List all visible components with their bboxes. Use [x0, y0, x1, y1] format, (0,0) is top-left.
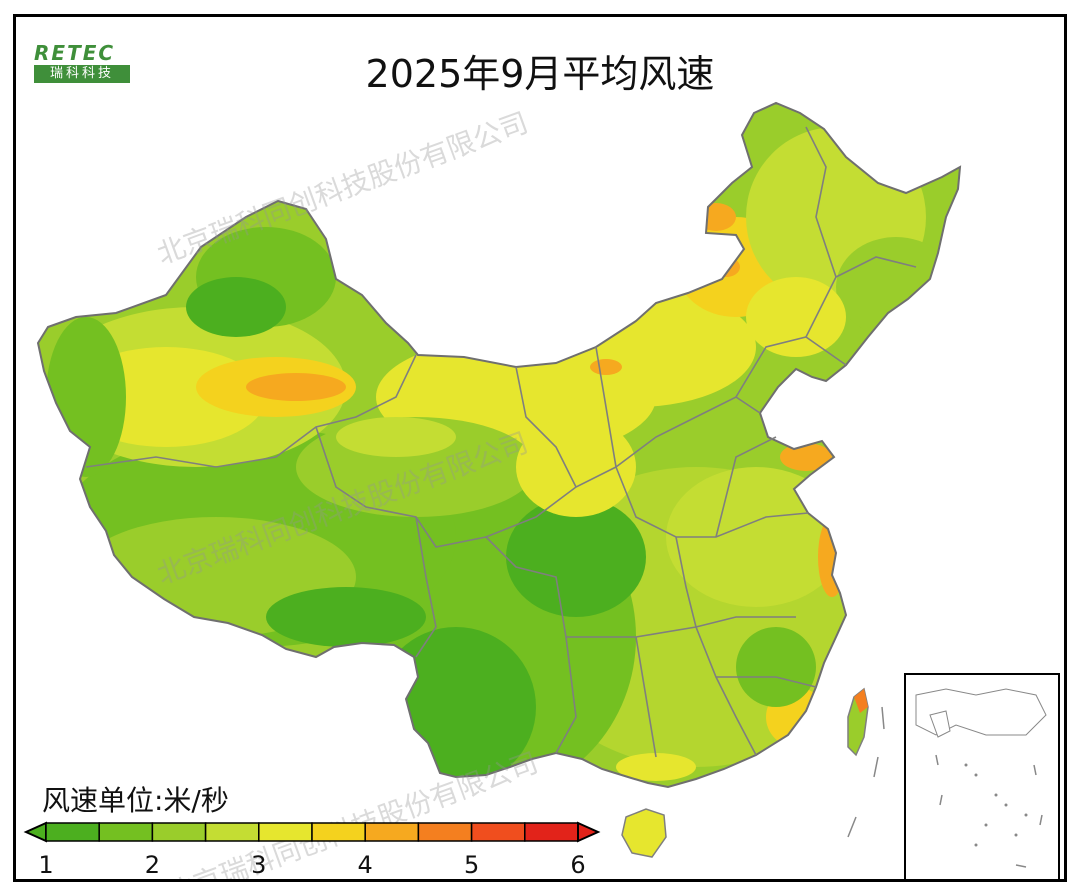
legend-swatch — [204, 822, 260, 842]
legend-swatch — [311, 822, 366, 842]
map-frame: 2025年9月平均风速 RETEC 瑞科科技 北京瑞科同创科技股份有限公司 北京… — [13, 14, 1067, 882]
legend-tick-label: 2 — [144, 851, 161, 879]
legend-swatch — [524, 822, 579, 842]
legend-tick-label: 4 — [357, 851, 373, 879]
legend-swatch — [98, 822, 154, 842]
legend-swatch — [258, 822, 313, 842]
south-china-sea-inset — [904, 673, 1060, 879]
legend-title: 风速单位:米/秒 — [42, 784, 229, 817]
legend-swatch — [470, 822, 526, 842]
logo-wordmark: RETEC — [34, 41, 116, 65]
legend-tick-label: 6 — [570, 851, 586, 879]
wind-speed-map — [37, 102, 961, 858]
company-logo: RETEC 瑞科科技 — [34, 43, 130, 85]
sea-boundary-dashes — [847, 706, 885, 838]
legend-arrow-right — [577, 821, 601, 843]
legend-tick-label: 3 — [251, 851, 267, 879]
legend-tick-label: 5 — [463, 851, 480, 879]
province-boundaries — [37, 102, 961, 788]
legend-tick-label: 1 — [38, 851, 54, 879]
legend-arrow-left — [23, 821, 47, 843]
color-legend-bar — [23, 821, 601, 843]
map-title: 2025年9月平均风速 — [365, 52, 715, 96]
hainan-island — [621, 808, 667, 858]
inset-map — [915, 688, 1047, 868]
legend-swatch — [417, 822, 473, 842]
legend-swatch — [45, 822, 100, 842]
legend-swatch — [151, 822, 207, 842]
legend-swatch — [364, 822, 420, 842]
logo-chinese-name: 瑞科科技 — [34, 65, 130, 83]
